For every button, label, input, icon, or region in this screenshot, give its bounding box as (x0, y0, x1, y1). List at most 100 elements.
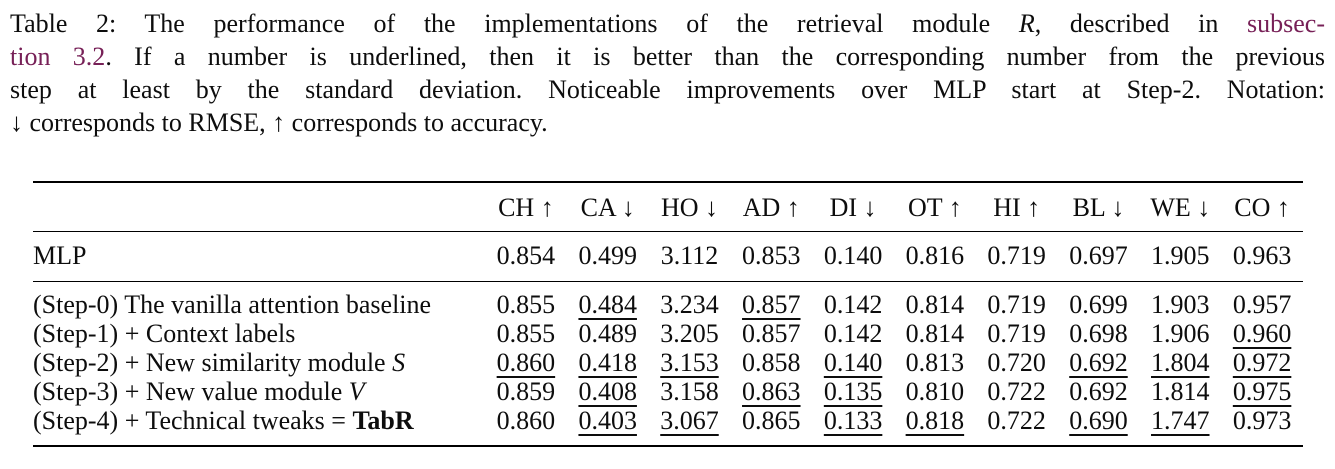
row-label-text: MLP (33, 241, 87, 270)
underlined-value: 0.690 (1069, 406, 1128, 435)
table-row-4: (Step-3) + New value module V 0.859 0.408 3… (33, 377, 1303, 406)
value: 0.692 (1069, 377, 1128, 406)
value-cell: 1.906 (1139, 319, 1221, 348)
results-table: CH ↑ CA ↓ HO ↓ AD ↑ DI ↓ OT ↑ HI ↑ BL ↓ WE ↓ CO ↑… (33, 181, 1303, 447)
value-cell: 0.858 (730, 348, 812, 377)
subsection-link[interactable]: subsec- (1247, 9, 1326, 38)
underlined-value: 0.484 (578, 290, 637, 319)
value: 1.905 (1151, 241, 1210, 270)
value: 0.810 (905, 377, 965, 406)
row-label: (Step-3) + New value module V (33, 377, 485, 406)
underlined-value: 0.863 (742, 377, 801, 406)
caption-line-2: step at least by the standard deviation.… (10, 73, 1325, 106)
underlined-value: 0.960 (1232, 319, 1292, 348)
value-cell: 0.722 (976, 406, 1058, 435)
underlined-value: 0.133 (823, 406, 883, 435)
value: 3.112 (660, 241, 719, 270)
value-cell: 1.905 (1139, 231, 1222, 282)
value-cell: 0.698 (1058, 319, 1140, 348)
value-cell: 0.690 (1058, 406, 1140, 435)
tabr-name: TabR (352, 406, 414, 435)
value-cell: 0.818 (894, 406, 976, 435)
value-cell: 0.975 (1221, 377, 1303, 406)
value: 0.698 (1069, 319, 1128, 348)
underlined-value: 1.804 (1151, 348, 1210, 377)
caption-line-1: tion 3.2. If a number is underlined, the… (10, 40, 1325, 73)
value-cell: 0.140 (812, 231, 894, 282)
caption-text: Table 2: The performance of the implemen… (10, 9, 1019, 38)
value-cell: 1.903 (1139, 290, 1221, 319)
value: 3.158 (660, 377, 719, 406)
value: 0.140 (823, 241, 883, 270)
value-cell: 0.816 (893, 231, 976, 282)
value: 0.719 (987, 319, 1046, 348)
math-symbol-R: R (1018, 9, 1035, 38)
value: 3.205 (660, 319, 719, 348)
value: 1.814 (1151, 377, 1210, 406)
value: 0.489 (578, 319, 637, 348)
value-cell: 3.153 (649, 348, 731, 377)
row-label-text: (Step-4) + Technical tweaks = (33, 406, 353, 435)
underlined-value: 0.860 (496, 348, 556, 377)
value-cell: 0.853 (730, 231, 813, 282)
caption-line-3: ↓ corresponds to RMSE, ↑ corresponds to … (10, 106, 1325, 139)
value-cell: 0.855 (485, 290, 567, 319)
underlined-value: 0.818 (905, 406, 965, 435)
value-cell: 0.722 (976, 377, 1058, 406)
value-cell: 0.418 (567, 348, 649, 377)
value: 0.499 (578, 241, 637, 270)
column-header-ot: OT ↑ (893, 182, 976, 232)
column-header-ch: CH ↑ (485, 182, 567, 232)
caption-text: step at least by the standard deviation.… (10, 75, 1325, 104)
underlined-value: 1.747 (1151, 406, 1210, 435)
value-cell: 0.142 (812, 290, 894, 319)
bottom-padding-cell (33, 435, 1303, 446)
value-cell: 0.963 (1221, 231, 1303, 282)
column-header-bl: BL ↓ (1057, 182, 1140, 232)
value-cell: 3.234 (649, 290, 731, 319)
value-cell: 0.960 (1221, 319, 1303, 348)
group-gap (33, 282, 1303, 291)
row-label: (Step-1) + Context labels (33, 319, 485, 348)
value-cell: 0.720 (976, 348, 1058, 377)
value-cell: 0.408 (567, 377, 649, 406)
value: 0.854 (496, 241, 556, 270)
value-cell: 0.489 (567, 319, 649, 348)
underlined-value: 0.692 (1069, 348, 1128, 377)
underlined-value: 0.857 (742, 290, 801, 319)
corner-cell (33, 182, 485, 232)
column-header-hi: HI ↑ (975, 182, 1058, 232)
math-symbol-V: V (348, 377, 365, 406)
value: 1.903 (1151, 290, 1210, 319)
value: 0.722 (987, 406, 1046, 435)
value-cell: 0.814 (894, 319, 976, 348)
row-label-text: (Step-1) + Context labels (33, 319, 296, 348)
column-header-ca: CA ↓ (566, 182, 649, 232)
value: 0.865 (742, 406, 801, 435)
row-label: (Step-2) + New similarity module S (33, 348, 485, 377)
value-cell: 0.142 (812, 319, 894, 348)
value-cell: 0.813 (894, 348, 976, 377)
value-cell: 0.859 (485, 377, 567, 406)
value-cell: 0.140 (812, 348, 894, 377)
value-cell: 0.135 (812, 377, 894, 406)
value: 0.814 (905, 319, 965, 348)
subsection-link[interactable]: tion 3.2 (10, 42, 106, 71)
value-cell: 3.067 (649, 406, 731, 435)
value-cell: 0.973 (1221, 406, 1303, 435)
row-label: (Step-0) The vanilla attention baseline (33, 290, 485, 319)
underlined-value: 0.140 (823, 348, 883, 377)
row-label-text: (Step-2) + New similarity module (33, 348, 393, 377)
table-body: MLP 0.854 0.499 3.112 0.853 0.140 0.816 0.719 0.… (33, 231, 1303, 447)
table-row-2: (Step-1) + Context labels 0.855 0.489 3.205… (33, 319, 1303, 348)
value: 0.963 (1232, 241, 1292, 270)
math-symbol-S: S (392, 348, 406, 377)
group-gap-cell (33, 282, 1303, 291)
value-cell: 0.403 (567, 406, 649, 435)
value: 3.234 (660, 290, 719, 319)
underlined-value: 0.418 (578, 348, 637, 377)
column-header-ad: AD ↑ (730, 182, 813, 232)
value: 0.859 (496, 377, 556, 406)
table-row-5: (Step-4) + Technical tweaks = TabR 0.860 0… (33, 406, 1303, 435)
value-cell: 0.810 (894, 377, 976, 406)
